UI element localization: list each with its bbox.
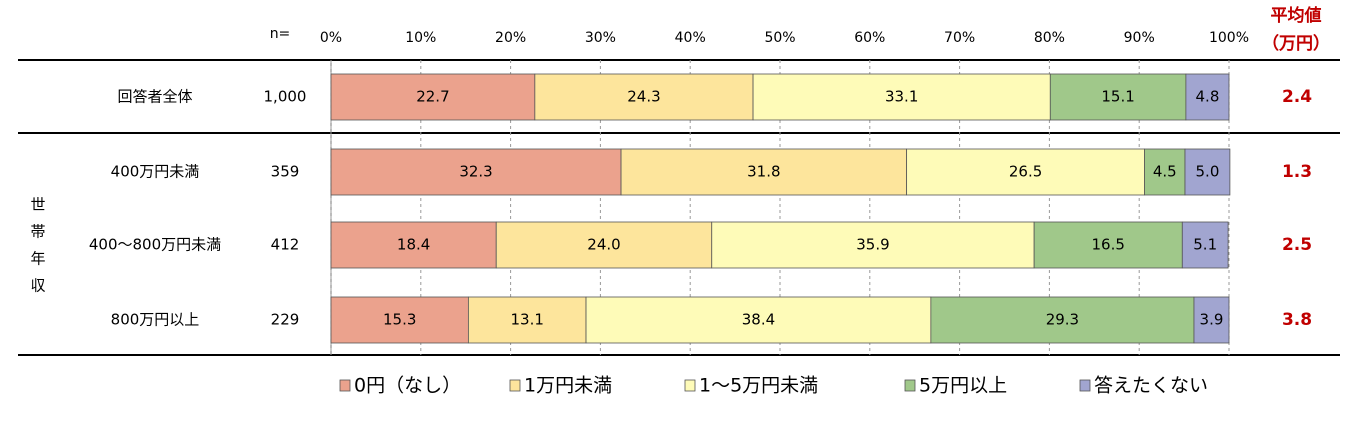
group-label: 収 (30, 277, 45, 295)
group-label: 世 (30, 196, 45, 214)
average-label: 3.8 (1282, 310, 1312, 330)
category-label: 800万円以上 (111, 311, 200, 329)
data-label: 31.8 (747, 163, 780, 181)
n-label: 1,000 (264, 88, 307, 106)
x-tick-label: 90% (1124, 30, 1155, 46)
data-label: 29.3 (1046, 311, 1079, 329)
x-tick-label: 100% (1209, 30, 1249, 46)
category-label: 回答者全体 (117, 88, 192, 106)
bar-segment (1181, 221, 1229, 269)
data-label: 5.1 (1193, 236, 1217, 254)
data-label: 16.5 (1092, 236, 1125, 254)
data-label: 5.0 (1196, 163, 1220, 181)
bar-segment (620, 148, 908, 196)
data-label: 22.7 (416, 88, 449, 106)
x-tick-label: 60% (854, 30, 885, 46)
legend-swatch (1079, 379, 1091, 392)
n-label: 359 (271, 163, 300, 181)
legend-label: 5万円以上 (919, 375, 1007, 397)
average-header: 平均値 (1271, 5, 1322, 26)
x-tick-label: 10% (405, 30, 436, 46)
data-label: 35.9 (856, 236, 889, 254)
bar-segment (930, 296, 1195, 344)
bar-segment (1193, 296, 1230, 344)
x-tick-label: 0% (320, 30, 342, 46)
group-label: 年 (30, 250, 45, 268)
x-tick-label: 70% (944, 30, 975, 46)
legend-swatch (904, 379, 916, 392)
data-label: 15.3 (383, 311, 416, 329)
bar-segment (1033, 221, 1183, 269)
n-label: 412 (271, 236, 300, 254)
data-label: 4.8 (1196, 88, 1220, 106)
average-label: 2.4 (1282, 87, 1312, 107)
bar-segment (906, 148, 1145, 196)
n-label: 229 (271, 311, 300, 329)
average-label: 2.5 (1282, 235, 1312, 255)
data-label: 33.1 (885, 88, 918, 106)
bar-segment (330, 296, 469, 344)
legend-label: 1～5万円未満 (699, 375, 818, 397)
x-tick-label: 80% (1034, 30, 1065, 46)
legend-swatch (509, 379, 521, 392)
bar-segment (330, 221, 497, 269)
x-tick-label: 20% (495, 30, 526, 46)
bar-segment (752, 73, 1051, 121)
data-label: 13.1 (511, 311, 544, 329)
legend-label: 1万円未満 (524, 375, 612, 397)
data-label: 4.5 (1153, 163, 1177, 181)
data-label: 24.3 (627, 88, 660, 106)
bar-segment (1185, 73, 1230, 121)
bar-segment (1049, 73, 1187, 121)
data-label: 32.3 (459, 163, 492, 181)
bar-segment (330, 148, 622, 196)
bar-segment (585, 296, 932, 344)
x-tick-label: 30% (585, 30, 616, 46)
bar-segment (534, 73, 754, 121)
data-label: 3.9 (1200, 311, 1224, 329)
legend-label: 答えたくない (1094, 375, 1208, 397)
group-label: 帯 (30, 223, 45, 241)
bar-segment (1184, 148, 1231, 196)
data-label: 38.4 (742, 311, 775, 329)
bar-segment (467, 296, 587, 344)
data-label: 15.1 (1101, 88, 1134, 106)
n-header: n= (270, 26, 291, 42)
data-label: 24.0 (587, 236, 620, 254)
average-header: （万円） (1262, 33, 1330, 54)
bar-segment (495, 221, 713, 269)
legend-label: 0円（なし） (354, 375, 461, 397)
category-label: 400万円未満 (111, 163, 200, 181)
x-tick-label: 50% (764, 30, 795, 46)
x-tick-label: 40% (675, 30, 706, 46)
average-label: 1.3 (1282, 162, 1312, 182)
data-label: 18.4 (397, 236, 430, 254)
data-label: 26.5 (1009, 163, 1042, 181)
legend-swatch (684, 379, 696, 392)
category-label: 400～800万円未満 (89, 236, 221, 254)
legend-swatch (339, 379, 351, 392)
bar-segment (711, 221, 1035, 269)
